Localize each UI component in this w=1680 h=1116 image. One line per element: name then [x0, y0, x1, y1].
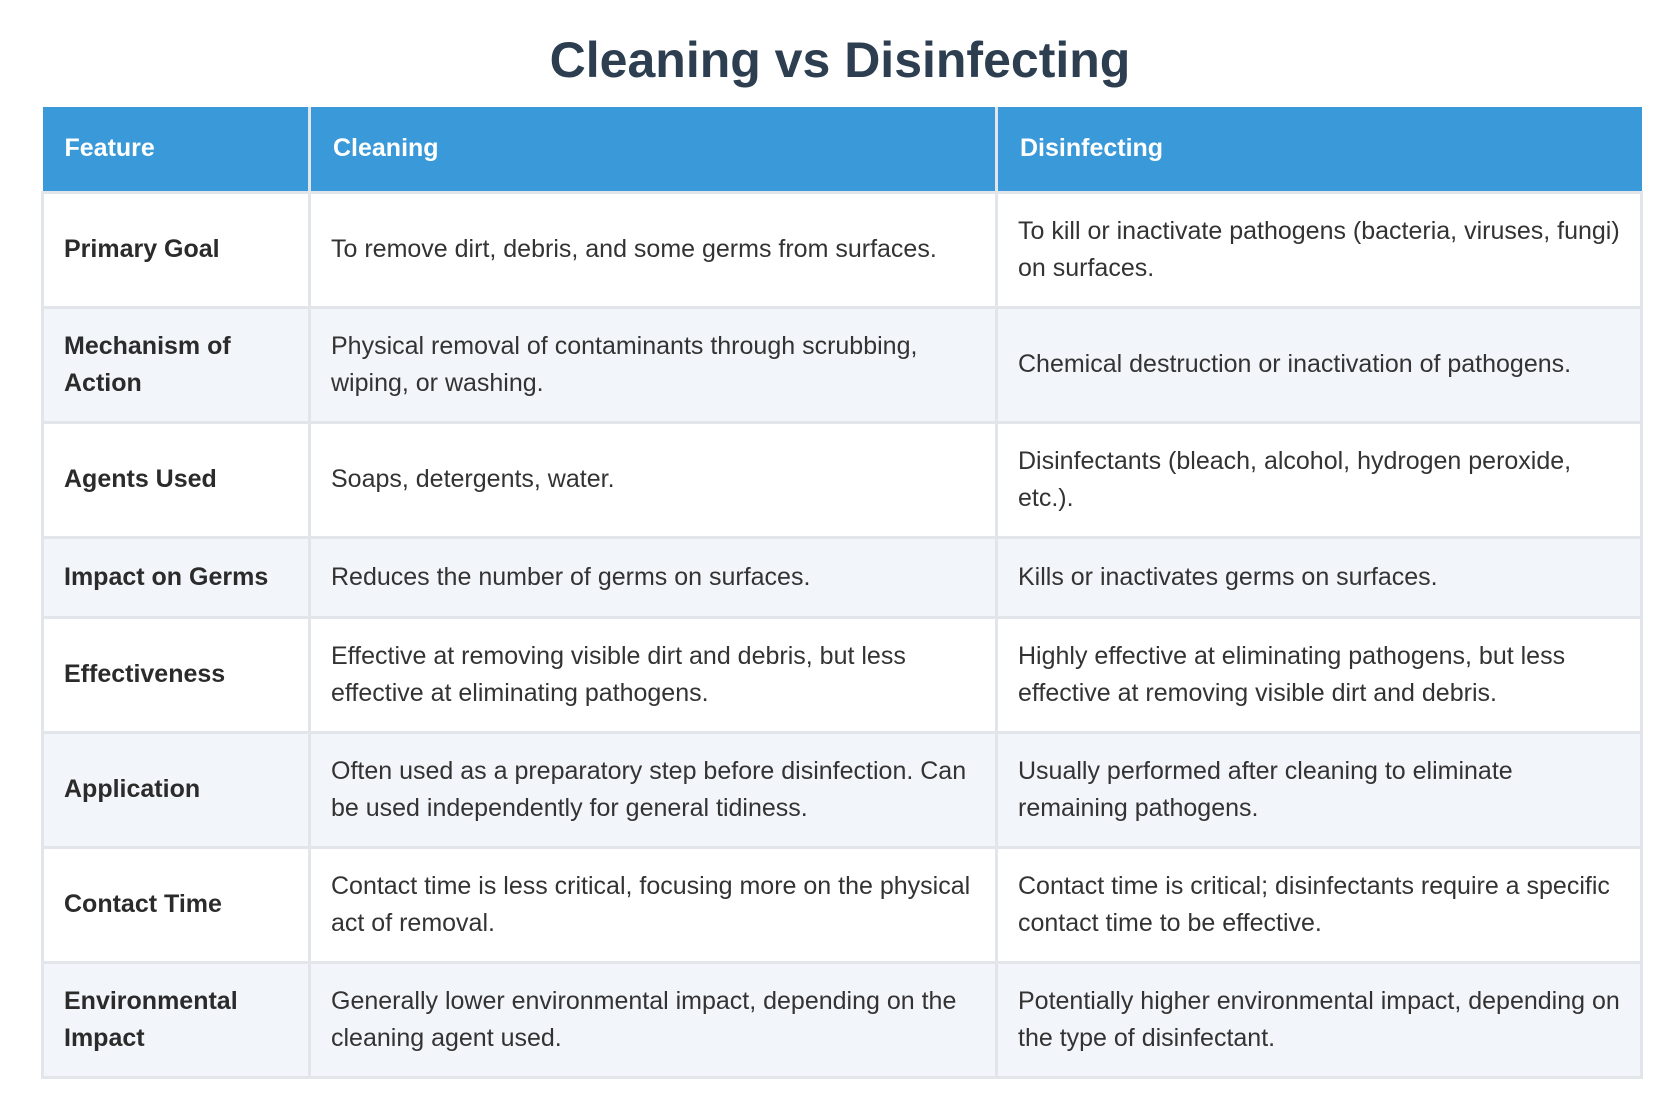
- cleaning-cell: Physical removal of contaminants through…: [308, 305, 998, 424]
- disinfecting-cell: Contact time is critical; disinfectants …: [995, 845, 1643, 964]
- feature-cell: Application: [41, 730, 311, 849]
- header-row: Feature Cleaning Disinfecting: [42, 107, 1642, 194]
- disinfecting-cell: Disinfectants (bleach, alcohol, hydrogen…: [995, 420, 1643, 539]
- disinfecting-cell: To kill or inactivate pathogens (bacteri…: [995, 190, 1643, 309]
- table-row: Mechanism of Action Physical removal of …: [41, 305, 1643, 424]
- cleaning-cell: Often used as a preparatory step before …: [308, 730, 998, 849]
- feature-cell: Effectiveness: [41, 615, 311, 734]
- disinfecting-cell: Usually performed after cleaning to elim…: [995, 730, 1643, 849]
- feature-cell: Mechanism of Action: [41, 305, 311, 424]
- header-feature: Feature: [42, 107, 311, 194]
- table-header: Feature Cleaning Disinfecting: [42, 107, 1642, 194]
- feature-cell: Primary Goal: [41, 190, 311, 309]
- disinfecting-cell: Highly effective at eliminating pathogen…: [995, 615, 1643, 734]
- header-cleaning: Cleaning: [308, 107, 998, 194]
- page-title: Cleaning vs Disinfecting: [549, 32, 1131, 88]
- header-disinfecting: Disinfecting: [995, 107, 1642, 194]
- cleaning-cell: Effective at removing visible dirt and d…: [308, 615, 998, 734]
- cleaning-cell: Reduces the number of germs on surfaces.: [308, 535, 998, 619]
- comparison-table: Feature Cleaning Disinfecting Primary Go…: [41, 107, 1643, 1079]
- table-row: Effectiveness Effective at removing visi…: [41, 615, 1643, 734]
- cleaning-cell: To remove dirt, debris, and some germs f…: [308, 190, 998, 309]
- disinfecting-cell: Potentially higher environmental impact,…: [995, 960, 1643, 1079]
- cleaning-cell: Contact time is less critical, focusing …: [308, 845, 998, 964]
- feature-cell: Environmental Impact: [41, 960, 311, 1079]
- cleaning-cell: Generally lower environmental impact, de…: [308, 960, 998, 1079]
- feature-cell: Impact on Germs: [41, 535, 311, 619]
- table-row: Contact Time Contact time is less critic…: [41, 845, 1643, 964]
- table-row: Agents Used Soaps, detergents, water. Di…: [41, 420, 1643, 539]
- feature-cell: Agents Used: [41, 420, 311, 539]
- table-row: Primary Goal To remove dirt, debris, and…: [41, 190, 1643, 309]
- table-row: Application Often used as a preparatory …: [41, 730, 1643, 849]
- feature-cell: Contact Time: [41, 845, 311, 964]
- disinfecting-cell: Chemical destruction or inactivation of …: [995, 305, 1643, 424]
- disinfecting-cell: Kills or inactivates germs on surfaces.: [995, 535, 1643, 619]
- table-body: Primary Goal To remove dirt, debris, and…: [41, 190, 1643, 1079]
- table-row: Environmental Impact Generally lower env…: [41, 960, 1643, 1079]
- table-row: Impact on Germs Reduces the number of ge…: [41, 535, 1643, 619]
- cleaning-cell: Soaps, detergents, water.: [308, 420, 998, 539]
